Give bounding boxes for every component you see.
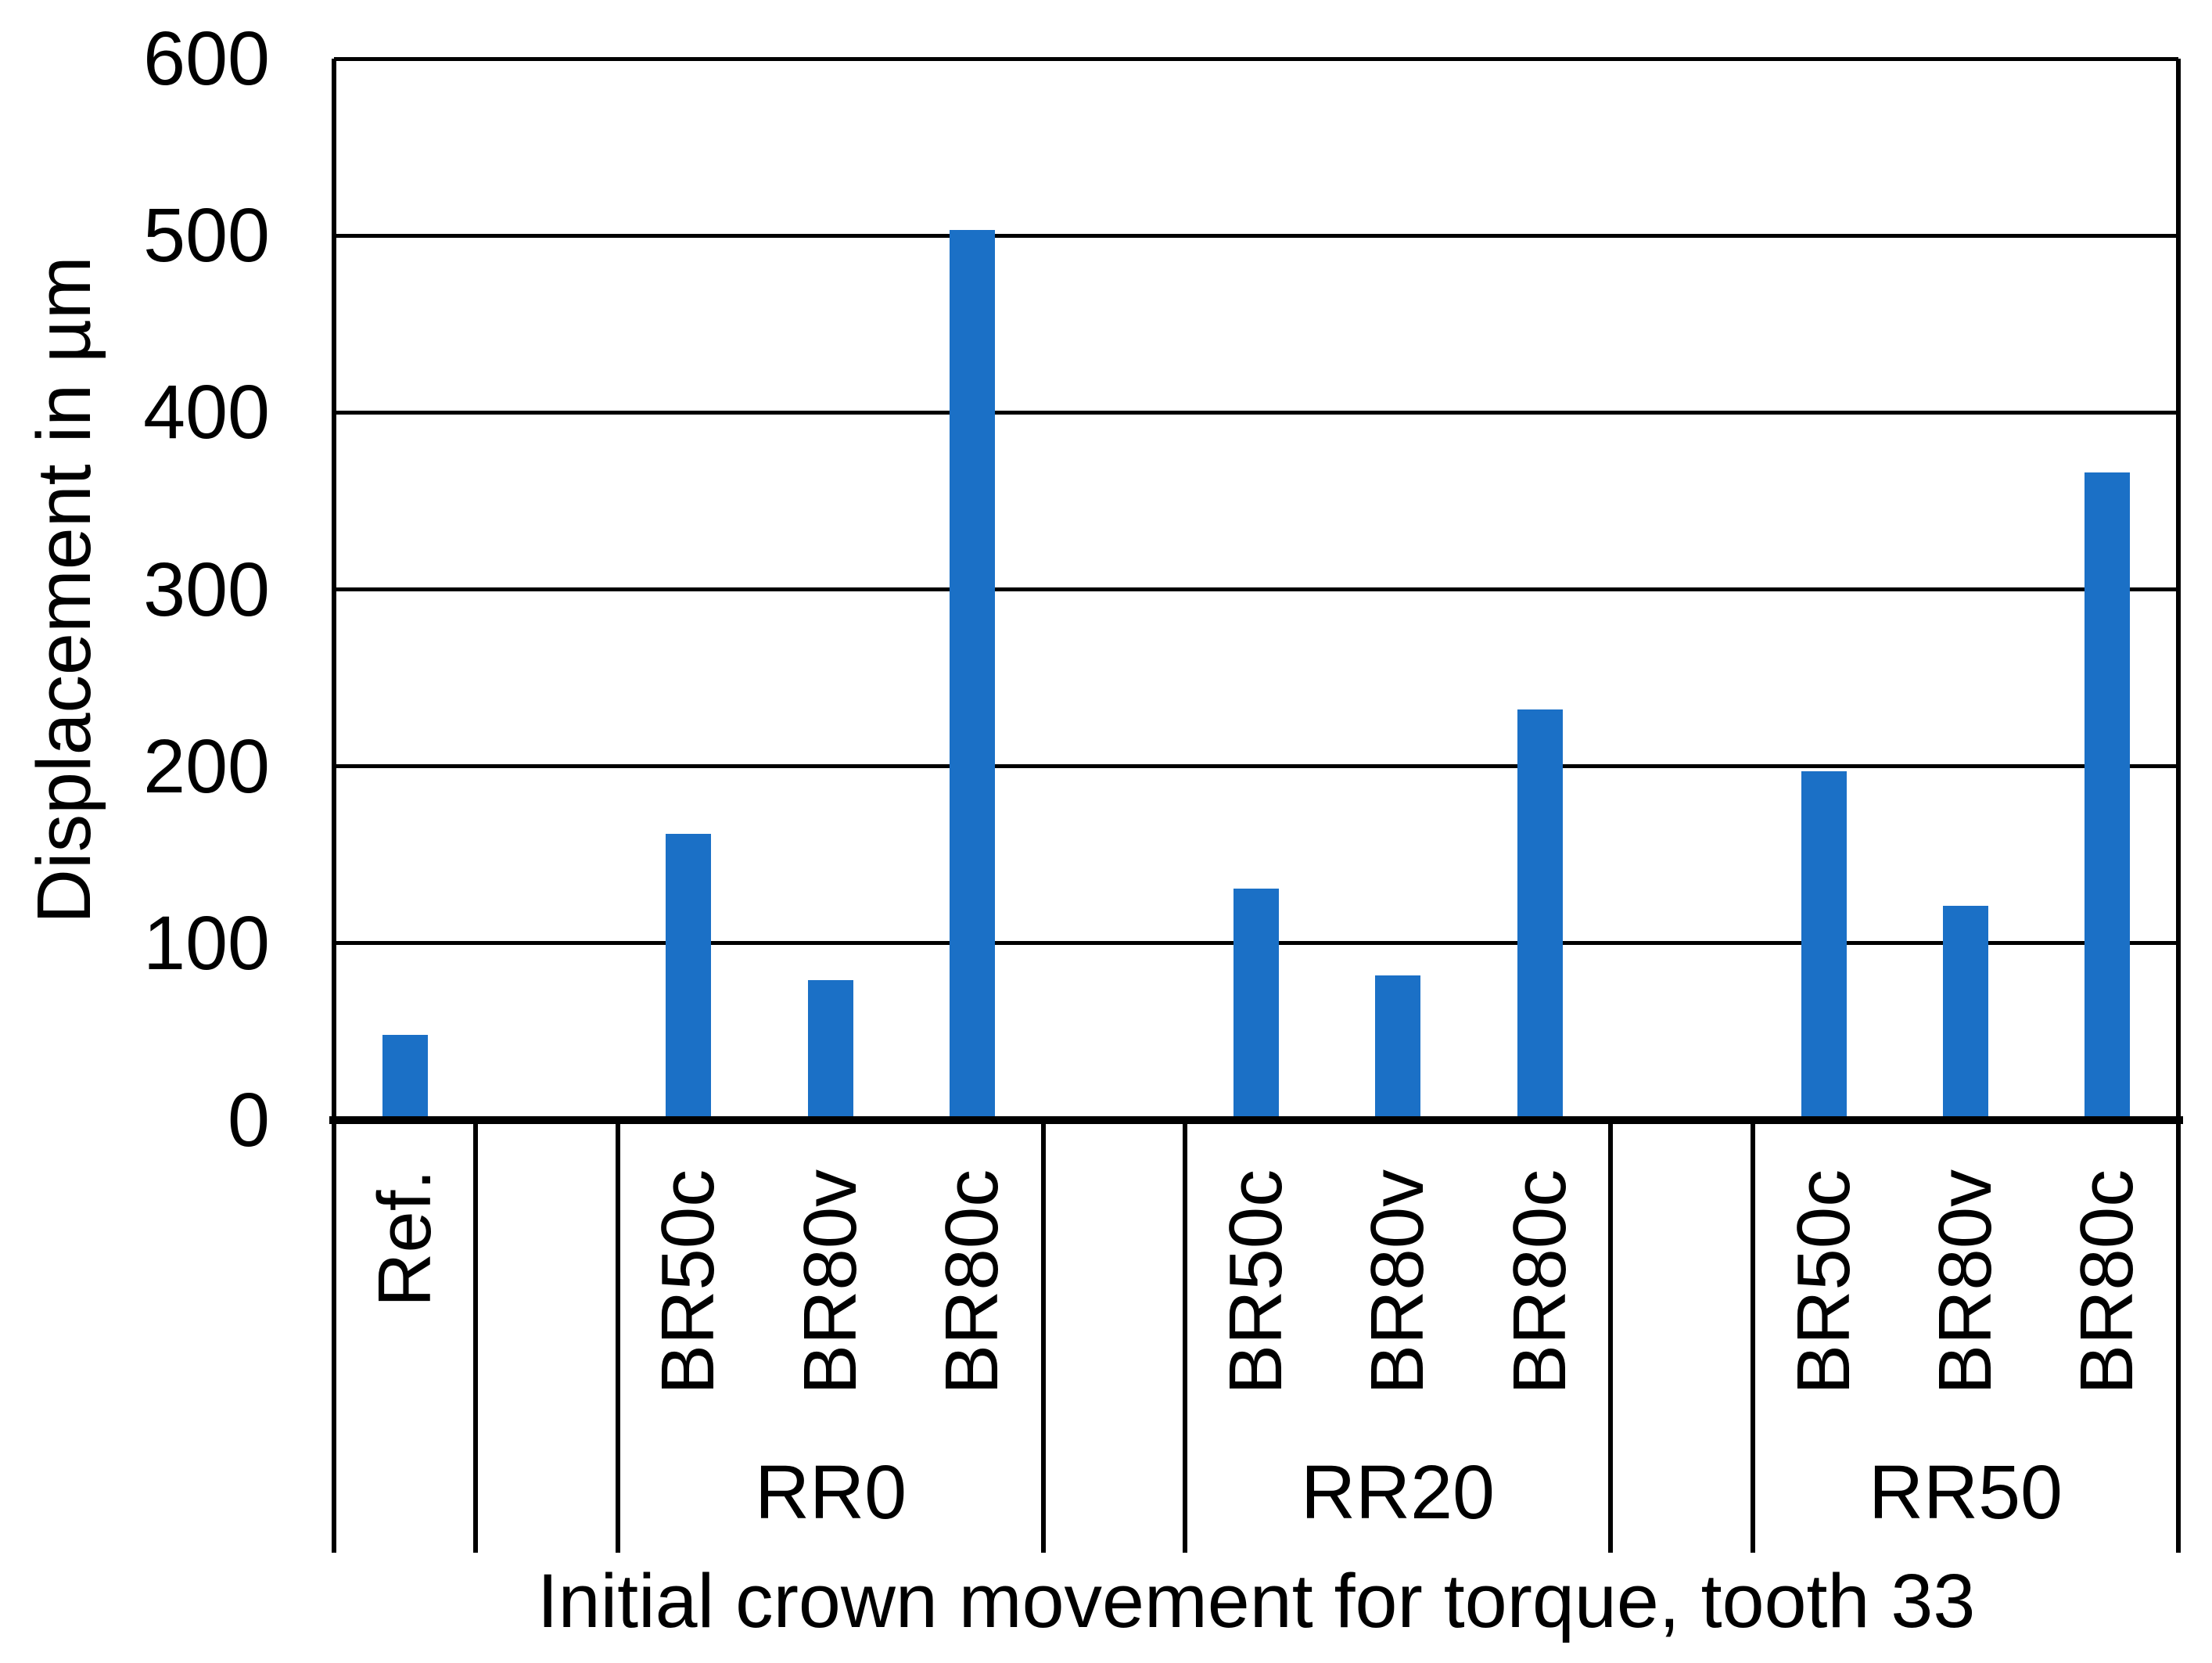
category-group-separator — [1751, 1120, 1755, 1553]
x-group-label-RR50: RR50 — [1869, 1449, 2063, 1535]
x-group-label-RR0: RR0 — [754, 1449, 907, 1535]
plot-left-border — [332, 59, 336, 1553]
x-axis-line — [329, 1116, 2183, 1124]
x-category-label-BR50c-6: BR50c — [1214, 1169, 1298, 1395]
gridline-200 — [334, 764, 2178, 768]
gridline-300 — [334, 587, 2178, 591]
x-category-label-BR80v-3: BR80v — [788, 1169, 872, 1395]
bar-Ref.-0 — [382, 1035, 428, 1120]
y-tick-label-300: 300 — [143, 547, 270, 632]
x-category-label-BR50c-2: BR50c — [646, 1169, 730, 1395]
bar-BR80v-7 — [1375, 975, 1420, 1120]
gridline-600 — [334, 57, 2178, 61]
category-group-separator — [473, 1120, 478, 1553]
gridline-500 — [334, 234, 2178, 238]
y-tick-label-200: 200 — [143, 724, 270, 809]
x-category-label-BR80c-12: BR80c — [2065, 1169, 2149, 1395]
plot-right-border — [2176, 59, 2181, 1553]
x-category-label-BR50c-10: BR50c — [1782, 1169, 1865, 1395]
x-category-label-BR80c-4: BR80c — [930, 1169, 1014, 1395]
category-group-separator — [1041, 1120, 1046, 1553]
y-tick-label-400: 400 — [143, 369, 270, 454]
bar-BR80v-11 — [1943, 906, 1988, 1120]
bar-BR80v-3 — [808, 980, 853, 1120]
bar-BR80c-8 — [1517, 709, 1563, 1120]
x-category-label-BR80v-11: BR80v — [1923, 1169, 2007, 1395]
x-category-label-BR80c-8: BR80c — [1498, 1169, 1582, 1395]
category-group-separator — [1183, 1120, 1187, 1553]
x-category-label-BR80v-7: BR80v — [1356, 1169, 1439, 1395]
y-tick-label-0: 0 — [228, 1077, 270, 1162]
y-tick-label-500: 500 — [143, 192, 270, 278]
bar-BR80c-12 — [2085, 472, 2130, 1120]
bar-BR50c-10 — [1801, 771, 1847, 1120]
bar-BR50c-2 — [666, 834, 711, 1120]
y-tick-label-600: 600 — [143, 16, 270, 101]
category-group-separator — [616, 1120, 620, 1553]
x-category-label-Ref.-0: Ref. — [363, 1169, 447, 1307]
bar-BR80c-4 — [950, 230, 995, 1120]
bar-BR50c-6 — [1233, 889, 1279, 1120]
x-axis-title: Initial crown movement for torque, tooth… — [537, 1558, 1976, 1643]
x-group-label-RR20: RR20 — [1301, 1449, 1495, 1535]
category-group-separator — [1608, 1120, 1613, 1553]
y-tick-label-100: 100 — [143, 900, 270, 986]
gridline-400 — [334, 411, 2178, 415]
